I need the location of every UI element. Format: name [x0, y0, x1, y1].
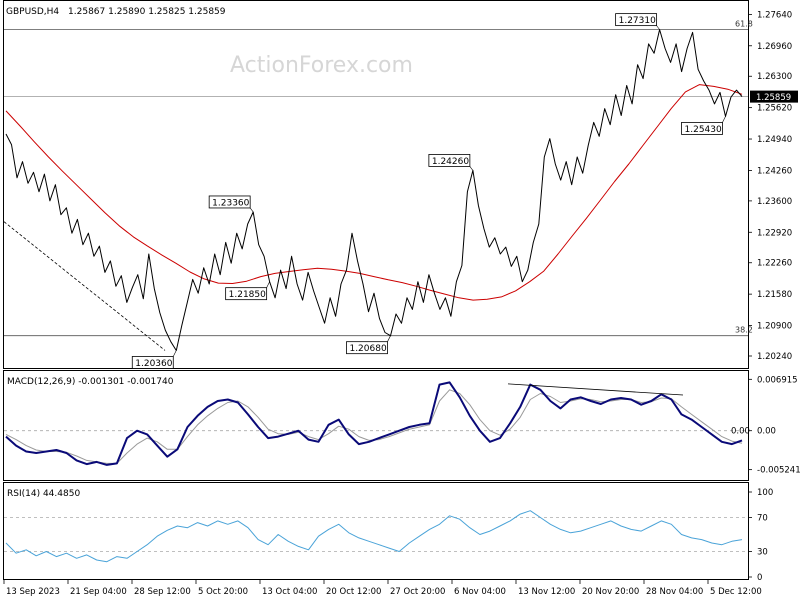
time-axis-label: 13 Nov 12:00	[518, 587, 575, 597]
price-annotation: 1.25430	[685, 125, 722, 135]
time-axis-label: 20 Oct 12:00	[326, 587, 381, 597]
current-price-label: 1.25859	[756, 93, 791, 103]
annotation-connector	[173, 350, 177, 357]
price-annotation-box	[131, 356, 174, 369]
current-price-badge	[750, 90, 798, 103]
price-annotation: 1.20360	[135, 359, 172, 369]
ohlc-label: 1.25867 1.25890 1.25825 1.25859	[68, 7, 226, 17]
rsi-axis-label: 70	[757, 514, 768, 524]
price-annotation-box	[681, 122, 723, 135]
price-annotation: 1.21850	[229, 290, 266, 300]
price-axis-label: 1.24940	[757, 135, 792, 145]
price-axis-label: 1.21580	[757, 290, 792, 300]
time-axis-label: 28 Sep 12:00	[134, 587, 191, 597]
price-annotation-box	[346, 341, 388, 355]
time-axis-label: 5 Oct 20:00	[198, 587, 248, 597]
time-axis-label: 5 Dec 12:00	[710, 587, 762, 597]
macd-axis-label: 0.00	[757, 427, 776, 437]
annotation-connector	[722, 116, 726, 123]
price-axis-label: 1.24260	[757, 166, 792, 176]
price-axis-label: 1.22260	[757, 259, 792, 269]
macd-line	[5, 381, 743, 466]
chart-header: GBPUSD,H4 1.25867 1.25890 1.25825 1.2585…	[6, 7, 226, 17]
price-panel	[3, 0, 749, 369]
symbol-label: GBPUSD,H4	[6, 7, 59, 17]
annotation-connector	[656, 25, 660, 30]
rsi-line	[5, 510, 743, 563]
price-axis-label: 1.26960	[757, 42, 792, 52]
price-axis-label: 1.22920	[757, 228, 792, 238]
price-line	[5, 29, 743, 351]
rsi-title: RSI(14) 44.4850	[7, 489, 80, 499]
price-axis-label: 1.20900	[757, 322, 792, 332]
macd-title: MACD(12,26,9) -0.001301 -0.001740	[7, 377, 174, 387]
rsi-layer	[4, 510, 748, 563]
macd-panel	[3, 370, 749, 481]
price-annotation-box	[225, 287, 268, 301]
fib-level-label: 38.2	[735, 326, 753, 335]
macd-zero-label: 0.00	[731, 427, 750, 437]
rsi-axis-label: 100	[757, 488, 773, 498]
macd-axis-label: 0.006915	[757, 375, 798, 385]
time-axis-label: 28 Nov 04:00	[646, 587, 703, 597]
price-annotation-box	[615, 13, 658, 27]
trend-line	[3, 221, 166, 351]
rsi-axis-label: 30	[757, 548, 768, 558]
time-axis-label: 27 Oct 20:00	[390, 587, 445, 597]
rsi-axis-label: 0	[757, 573, 762, 583]
price-axis-label: 1.27640	[757, 10, 792, 20]
fib-level-label: 61.8	[735, 20, 753, 29]
price-annotation-box	[208, 195, 251, 209]
macd-divergence-line	[507, 383, 684, 396]
price-axis-label: 1.26300	[757, 72, 792, 82]
watermark: ActionForex.com	[230, 53, 413, 78]
moving-average-line	[5, 84, 743, 301]
time-axis-label: 13 Oct 04:00	[262, 587, 317, 597]
price-axis-label: 1.23600	[757, 197, 792, 207]
time-axis-label: 13 Sep 2023	[6, 587, 60, 597]
price-annotation: 1.20680	[349, 344, 386, 354]
time-axis-label: 21 Sep 04:00	[70, 587, 127, 597]
price-annotation: 1.27310	[619, 16, 656, 26]
macd-axis-label: -0.005241	[757, 466, 800, 476]
macd-layer	[4, 381, 748, 466]
price-annotation-box	[428, 154, 471, 167]
price-axis-label: 1.20240	[757, 352, 792, 362]
time-axis-label: 6 Nov 04:00	[454, 587, 506, 597]
price-axis-label: 1.25620	[757, 104, 792, 114]
annotation-connector	[387, 335, 391, 342]
price-annotation: 1.24260	[432, 157, 469, 167]
price-layer: 61.8 38.2 1.27310 1.23360 1.24260 1.21850 1.20…	[3, 13, 753, 369]
price-annotation: 1.23360	[212, 198, 249, 208]
axis-layer: 1.27640 1.26960 1.26300 1.25620 1.24940 1.242…	[3, 10, 800, 597]
annotation-connector	[249, 207, 254, 213]
annotation-connector	[469, 166, 474, 171]
time-axis-label: 20 Nov 20:00	[582, 587, 639, 597]
rsi-panel	[3, 482, 749, 580]
annotation-connector	[266, 281, 270, 288]
